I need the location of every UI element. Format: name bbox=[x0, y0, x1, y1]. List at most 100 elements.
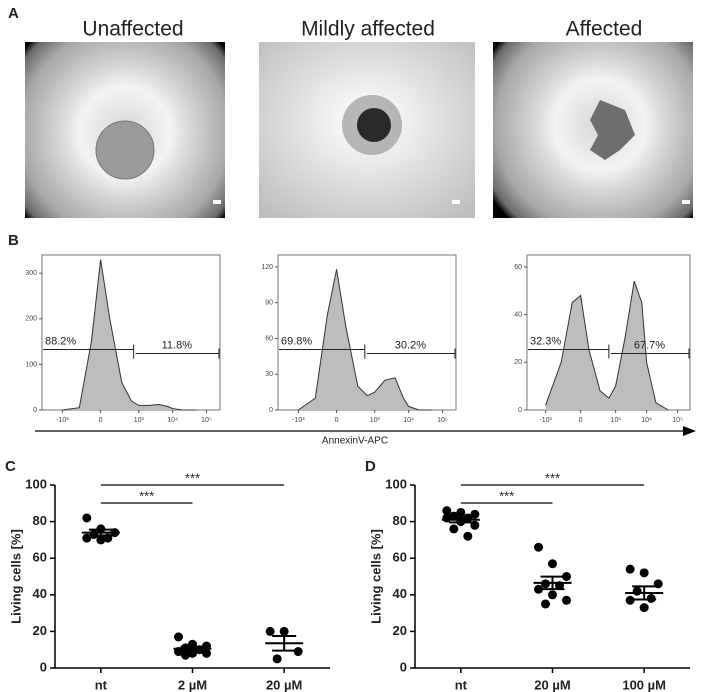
plot-frame bbox=[526, 254, 691, 411]
dot bbox=[456, 507, 466, 517]
x-tick-label: 10³ bbox=[134, 417, 145, 424]
panel-label: B bbox=[8, 232, 19, 249]
y-tick-label: 40 bbox=[393, 586, 407, 601]
spheroid bbox=[95, 120, 155, 180]
x-tick-label: 10³ bbox=[370, 417, 381, 424]
x-tick-label: 10⁴ bbox=[641, 417, 652, 424]
gate-label: 69.8% bbox=[281, 335, 312, 347]
plot-frame bbox=[277, 254, 457, 411]
x-tick-label: 10⁵ bbox=[201, 417, 212, 424]
histogram bbox=[545, 281, 669, 411]
dot bbox=[541, 599, 550, 609]
panel-label: D bbox=[365, 458, 376, 475]
dot bbox=[632, 586, 642, 596]
histogram-fill bbox=[298, 269, 433, 410]
significance-label: *** bbox=[185, 470, 200, 485]
histogram-fill bbox=[62, 259, 197, 410]
y-tick-label: 60 bbox=[393, 550, 407, 565]
dot bbox=[548, 590, 557, 600]
dot bbox=[96, 535, 106, 545]
significance-label: *** bbox=[139, 488, 154, 503]
dot bbox=[625, 595, 635, 605]
significance-label: *** bbox=[499, 488, 514, 503]
y-tick-label: 80 bbox=[393, 513, 407, 528]
y-tick-label: 100 bbox=[25, 476, 47, 491]
x-tick-label: 10⁴ bbox=[167, 417, 178, 424]
significance-label: *** bbox=[545, 470, 560, 485]
dot bbox=[548, 559, 557, 569]
dot bbox=[646, 593, 656, 603]
image-title: Affected bbox=[566, 18, 643, 41]
x-tick-label: 10³ bbox=[611, 417, 622, 424]
dot bbox=[82, 513, 92, 523]
y-tick-label: 0 bbox=[269, 407, 273, 414]
image-title: Unaffected bbox=[82, 18, 183, 41]
y-tick-label: 60 bbox=[265, 335, 273, 342]
y-tick-label: 0 bbox=[400, 659, 407, 674]
x-tick-label: 0 bbox=[579, 417, 583, 424]
y-tick-label: 0 bbox=[40, 659, 47, 674]
arrow-head bbox=[683, 426, 696, 436]
gate-label: 88.2% bbox=[45, 335, 76, 347]
x-tick-label: 0 bbox=[99, 417, 103, 424]
y-tick-label: 20 bbox=[514, 359, 522, 366]
panel-label: C bbox=[5, 458, 16, 475]
dot bbox=[293, 647, 303, 657]
gate-label: 30.2% bbox=[395, 339, 426, 351]
y-tick-label: 120 bbox=[261, 264, 273, 271]
dot bbox=[639, 568, 649, 578]
x-tick-label: nt bbox=[455, 677, 468, 692]
x-tick-label: 20 µM bbox=[534, 677, 570, 692]
dot bbox=[463, 531, 473, 541]
gate-label: 67.7% bbox=[634, 339, 665, 351]
x-tick-label: 20 µM bbox=[266, 677, 302, 692]
y-tick-label: 0 bbox=[33, 407, 37, 414]
dot bbox=[272, 654, 282, 664]
x-tick-label: nt bbox=[95, 677, 108, 692]
spheroid bbox=[357, 108, 391, 142]
dot bbox=[625, 564, 635, 574]
scale-bar bbox=[213, 200, 221, 204]
y-tick-label: 100 bbox=[385, 476, 407, 491]
histogram-fill bbox=[545, 281, 669, 410]
y-tick-label: 80 bbox=[33, 513, 47, 528]
dot bbox=[181, 650, 190, 660]
histogram bbox=[298, 269, 433, 411]
dot bbox=[279, 626, 289, 636]
y-tick-label: 300 bbox=[25, 270, 37, 277]
y-tick-label: 200 bbox=[25, 316, 37, 323]
y-axis-label: Living cells [%] bbox=[368, 529, 383, 624]
x-axis-label: AnnexinV-APC bbox=[322, 436, 388, 447]
x-tick-label: 2 µM bbox=[178, 677, 207, 692]
image-title: Mildly affected bbox=[301, 18, 435, 41]
y-tick-label: 60 bbox=[514, 264, 522, 271]
y-tick-label: 0 bbox=[518, 407, 522, 414]
x-tick-label: 10⁵ bbox=[437, 417, 448, 424]
y-tick-label: 40 bbox=[514, 311, 522, 318]
x-tick-label: 0 bbox=[335, 417, 339, 424]
histogram bbox=[62, 259, 197, 411]
scale-bar bbox=[682, 200, 690, 204]
plot-frame bbox=[41, 254, 221, 411]
panel-label: A bbox=[8, 5, 19, 22]
micrographs bbox=[25, 42, 693, 218]
dot bbox=[639, 603, 649, 613]
dot bbox=[562, 572, 571, 581]
dot bbox=[174, 632, 183, 642]
y-tick-label: 40 bbox=[33, 586, 47, 601]
y-tick-label: 30 bbox=[265, 371, 273, 378]
x-tick-label: -10³ bbox=[292, 417, 305, 424]
scale-bar bbox=[452, 200, 460, 204]
x-tick-label: 10⁵ bbox=[672, 417, 683, 424]
dot bbox=[562, 595, 571, 605]
y-axis-label: Living cells [%] bbox=[8, 529, 23, 624]
dot bbox=[265, 626, 275, 636]
dot bbox=[442, 506, 452, 516]
x-tick-label: 100 µM bbox=[622, 677, 666, 692]
gate-label: 11.8% bbox=[162, 339, 193, 351]
x-tick-label: -10³ bbox=[56, 417, 69, 424]
gate-label: 32.3% bbox=[530, 335, 561, 347]
dot bbox=[449, 524, 459, 534]
y-tick-label: 90 bbox=[265, 300, 273, 307]
